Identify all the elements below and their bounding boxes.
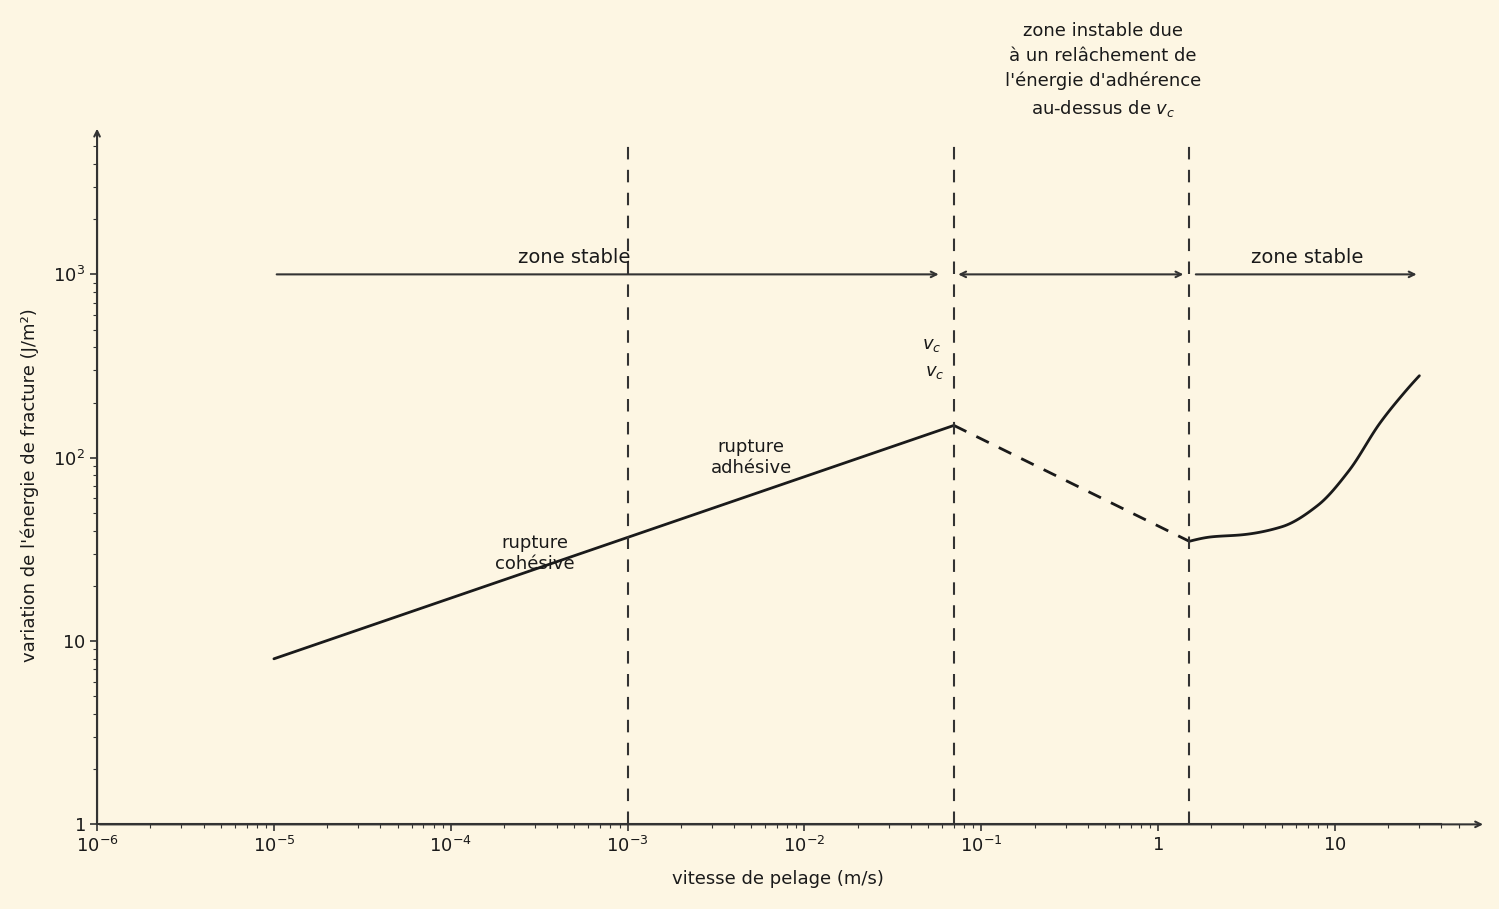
Text: rupture
cohésive: rupture cohésive — [495, 534, 576, 573]
Text: zone instable due
à un relâchement de
l'énergie d'adhérence
au-dessus de $v_c$: zone instable due à un relâchement de l'… — [1004, 22, 1201, 119]
Text: $v_c$: $v_c$ — [922, 336, 941, 355]
Text: zone stable: zone stable — [1252, 248, 1364, 266]
Text: zone stable: zone stable — [519, 248, 631, 266]
Y-axis label: variation de l'énergie de fracture (J/m²): variation de l'énergie de fracture (J/m²… — [21, 308, 39, 662]
X-axis label: vitesse de pelage (m/s): vitesse de pelage (m/s) — [672, 870, 884, 888]
Text: rupture
adhésive: rupture adhésive — [711, 438, 791, 477]
Text: $v_c$: $v_c$ — [925, 364, 944, 381]
